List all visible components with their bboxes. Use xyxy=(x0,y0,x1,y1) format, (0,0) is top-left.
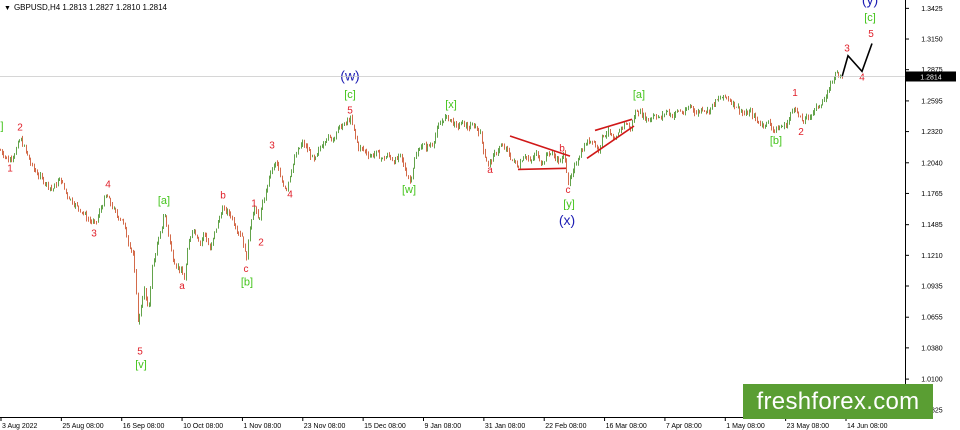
y-tick-label: 1.3150 xyxy=(921,37,943,44)
x-tick-label: 16 Sep 08:00 xyxy=(123,423,165,430)
open-value: 1.2813 xyxy=(62,3,87,12)
y-tick-label: 1.0100 xyxy=(921,377,943,384)
wave-label: [w] xyxy=(402,184,416,196)
wedge-upper-line xyxy=(594,118,633,132)
wave-label: 5 xyxy=(137,347,143,358)
wave-label: [b] xyxy=(241,276,253,288)
y-tick-label: 1.2875 xyxy=(921,67,943,74)
wave-label: 4 xyxy=(105,179,111,190)
wave-label: b xyxy=(220,190,226,201)
wave-labels-layer: ] 2143[a]a5[v]bc[b]1234(w)[c]5[x][w]abc[y… xyxy=(0,0,878,371)
wave-label: 1 xyxy=(792,88,798,99)
low-value: 1.2810 xyxy=(115,3,141,12)
dropdown-triangle-icon[interactable]: ▼ xyxy=(4,5,11,12)
wave-label: 3 xyxy=(269,140,275,151)
wave-label: 2 xyxy=(258,237,264,248)
current-price-label: 1.2814 xyxy=(920,74,942,81)
x-tick-label: 9 Jan 08:00 xyxy=(425,423,462,430)
x-tick-label: 1 May 08:00 xyxy=(726,423,765,430)
close-value: 1.2814 xyxy=(142,3,167,12)
price-axis[interactable]: 1.3425 1.3150 1.2875 1.2595 1.2320 1.2040 1.17… xyxy=(905,6,943,414)
wave-label: a xyxy=(179,281,185,292)
wave-label: [a] xyxy=(158,195,170,207)
chart-header: ▼ GBPUSD,H4 1.2813 1.2827 1.2810 1.2814 xyxy=(4,3,167,12)
wave-label: ] xyxy=(0,120,3,132)
wave-label: 1 xyxy=(7,164,13,175)
x-tick-label: 10 Oct 08:00 xyxy=(183,423,223,430)
projection-layer xyxy=(841,43,873,78)
wave-label: [y] xyxy=(563,198,575,210)
x-tick-label: 16 Mar 08:00 xyxy=(606,423,647,430)
wave-label: [c] xyxy=(344,89,356,101)
x-tick-label: 23 Nov 08:00 xyxy=(304,423,346,430)
y-tick-label: 1.2040 xyxy=(921,160,943,167)
x-tick-label: 31 Jan 08:00 xyxy=(485,423,526,430)
wave-label: 5 xyxy=(868,29,874,40)
current-price-tag: 1.2814 xyxy=(0,71,956,82)
wave-label: 4 xyxy=(287,189,293,200)
y-tick-label: 1.0380 xyxy=(921,345,943,352)
freshforex-logo: freshforex.com xyxy=(743,384,933,419)
wave-label: 1 xyxy=(251,198,257,209)
wave-label: (x) xyxy=(559,212,575,228)
wave-label: 5 xyxy=(347,106,353,117)
wave-label: 4 xyxy=(859,72,865,83)
wave-label: a xyxy=(487,165,493,176)
x-tick-label: 23 May 08:00 xyxy=(787,423,830,430)
wedge-lower-line xyxy=(586,125,635,159)
y-tick-label: 1.1210 xyxy=(921,253,943,260)
wave-label: 2 xyxy=(798,127,804,138)
wave-label: (y) xyxy=(862,0,878,7)
time-axis[interactable]: 3 Aug 2022 25 Aug 08:00 16 Sep 08:00 10 Oct… xyxy=(0,417,888,430)
x-tick-label: 25 Aug 08:00 xyxy=(62,423,103,430)
y-tick-label: 1.0935 xyxy=(921,283,943,290)
x-tick-label: 1 Nov 08:00 xyxy=(243,423,281,430)
wave-label: 3 xyxy=(844,43,850,54)
candles-layer xyxy=(0,70,843,325)
current-price-box xyxy=(906,71,956,82)
x-tick-label: 22 Feb 08:00 xyxy=(545,423,586,430)
high-value: 1.2827 xyxy=(89,3,114,12)
x-tick-label: 15 Dec 08:00 xyxy=(364,423,406,430)
wave-label: b xyxy=(559,144,565,155)
plot-area xyxy=(0,0,905,417)
wave-label: [a] xyxy=(633,89,645,101)
wave-projection-line xyxy=(841,43,873,78)
wave-label: [c] xyxy=(864,12,876,24)
x-tick-label: 7 Apr 08:00 xyxy=(666,423,702,430)
x-tick-label: 3 Aug 2022 xyxy=(2,423,38,430)
y-tick-label: 1.1765 xyxy=(921,191,943,198)
wave-label: c xyxy=(244,264,249,275)
pattern-lines-layer xyxy=(509,118,635,171)
wave-label: [x] xyxy=(445,99,457,111)
wave-label: [b] xyxy=(770,135,782,147)
wave-label: c xyxy=(566,185,571,196)
y-tick-label: 1.2320 xyxy=(921,129,943,136)
wave-label: 3 xyxy=(91,228,97,239)
x-tick-label: 14 Jun 08:00 xyxy=(847,423,888,430)
wave-label: [v] xyxy=(135,359,147,371)
y-tick-label: 1.3425 xyxy=(921,6,943,13)
y-tick-label: 1.1485 xyxy=(921,222,943,229)
wave-label: (w) xyxy=(340,67,359,83)
wave-label: 2 xyxy=(17,122,23,133)
triangle-lower-line xyxy=(517,167,567,171)
triangle-upper-line xyxy=(509,135,571,157)
y-tick-label: 1.2595 xyxy=(921,98,943,105)
y-tick-label: 1.0655 xyxy=(921,315,943,322)
symbol-label: GBPUSD,H4 xyxy=(13,3,61,12)
